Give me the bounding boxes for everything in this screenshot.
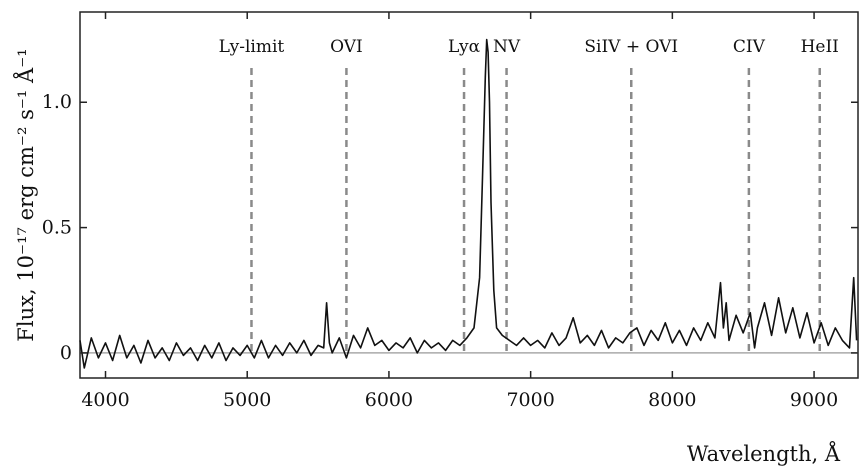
series-group xyxy=(79,38,858,369)
spectrum-series-line-0 xyxy=(79,38,858,369)
y-tick-label-1: 0.5 xyxy=(42,217,72,239)
line-label-1: OVI xyxy=(330,37,363,57)
y-tick-label-2: 1.0 xyxy=(42,91,72,113)
line-label-6: HeII xyxy=(801,37,839,57)
y-axis: 0 0.5 1.0 xyxy=(42,91,858,364)
y-tick-label-0: 0 xyxy=(60,342,72,364)
x-tick-label-3: 7000 xyxy=(506,389,554,411)
line-label-3: NV xyxy=(493,37,521,57)
plot-area xyxy=(79,11,859,379)
x-tick-label-5: 9000 xyxy=(790,389,838,411)
x-tick-label-0: 4000 xyxy=(81,389,129,411)
x-axis-title: Wavelength, Å xyxy=(687,441,841,466)
x-tick-label-1: 5000 xyxy=(223,389,271,411)
x-tick-label-4: 8000 xyxy=(648,389,696,411)
line-label-2: Lyα xyxy=(448,37,481,57)
x-tick-label-2: 6000 xyxy=(365,389,413,411)
line-label-0: Ly-limit xyxy=(219,37,285,57)
y-axis-title: Flux, 10⁻¹⁷ erg cm⁻² s⁻¹ Å⁻¹ xyxy=(13,48,38,341)
line-label-4: SiIV + OVI xyxy=(584,37,678,57)
line-label-5: CIV xyxy=(733,37,766,57)
x-axis: 4000 5000 6000 7000 8000 9000 xyxy=(81,12,838,411)
emission-line-markers: Ly-limit OVI Lyα NV SiIV + OVI CIV HeII xyxy=(219,37,839,353)
